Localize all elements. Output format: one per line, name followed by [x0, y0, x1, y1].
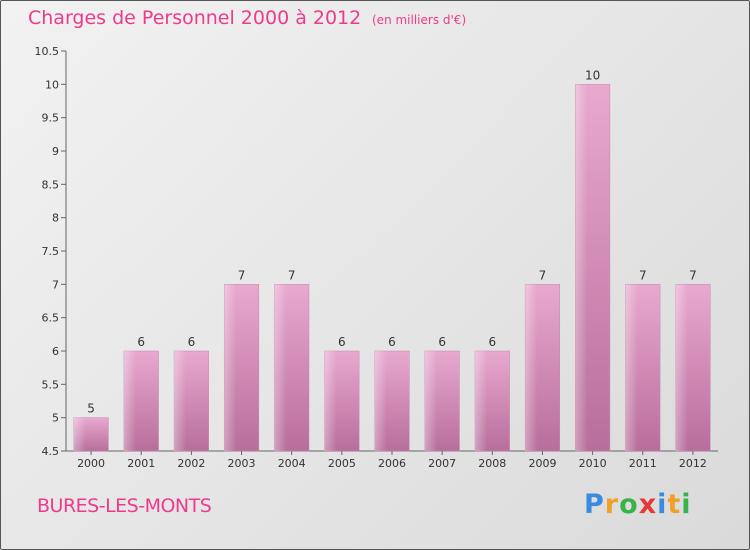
bar-value-label: 6	[388, 335, 396, 349]
bar-highlight	[274, 284, 287, 451]
bar-value-label: 6	[188, 335, 196, 349]
bar-highlight	[374, 351, 387, 451]
commune-name: BURES-LES-MONTS	[37, 495, 212, 517]
bar-highlight	[675, 284, 688, 451]
y-tick-label: 9.5	[42, 112, 60, 125]
bar-value-label: 6	[338, 335, 346, 349]
y-tick-label: 8	[52, 212, 59, 225]
logo-letter: i	[681, 489, 692, 520]
y-tick-label: 9	[52, 145, 59, 158]
y-tick-label: 6	[52, 345, 59, 358]
logo-letter: o	[619, 489, 639, 520]
x-tick-label: 2006	[378, 457, 406, 470]
x-tick-label: 2004	[278, 457, 306, 470]
bar-highlight	[73, 417, 86, 451]
bar-highlight	[525, 284, 538, 451]
bar-value-label: 10	[585, 68, 600, 82]
bar-highlight	[424, 351, 437, 451]
y-tick-label: 4.5	[42, 445, 60, 458]
x-tick-label: 2007	[428, 457, 456, 470]
bar-value-label: 7	[288, 268, 296, 282]
chart-subtitle: (en milliers d'€)	[372, 13, 467, 27]
logo-letter: x	[638, 489, 658, 520]
bar-value-label: 6	[488, 335, 496, 349]
x-tick-label: 2008	[478, 457, 506, 470]
y-tick-label: 5	[52, 412, 59, 425]
bar-highlight	[625, 284, 638, 451]
bar-highlight	[475, 351, 488, 451]
bar-value-label: 6	[438, 335, 446, 349]
x-tick-label: 2003	[228, 457, 256, 470]
bar-highlight	[123, 351, 137, 451]
x-tick-label: 2000	[77, 457, 105, 470]
chart-title: Charges de Personnel 2000 à 2012	[28, 7, 362, 29]
bar-highlight	[174, 351, 187, 451]
y-tick-label: 10	[45, 78, 59, 91]
y-tick-label: 6.5	[42, 312, 60, 325]
bar-value-label: 7	[238, 268, 246, 282]
bar-value-label: 7	[639, 268, 647, 282]
logo-letter: t	[667, 489, 682, 520]
bar-value-label: 7	[539, 268, 547, 282]
y-tick-label: 10.5	[35, 45, 60, 58]
y-tick-label: 8.5	[42, 178, 60, 191]
x-tick-label: 2005	[328, 457, 356, 470]
x-tick-label: 2011	[629, 457, 657, 470]
x-tick-label: 2002	[177, 457, 205, 470]
proxiti-logo[interactable]: Proxiti	[584, 489, 692, 520]
y-tick-label: 7.5	[42, 245, 60, 258]
y-tick-label: 7	[52, 278, 59, 291]
bar-highlight	[224, 284, 237, 451]
x-tick-label: 2001	[127, 457, 155, 470]
y-tick-label: 5.5	[42, 378, 60, 391]
logo-letter: r	[604, 489, 620, 520]
bar-value-label: 5	[87, 402, 95, 416]
x-tick-label: 2012	[679, 457, 707, 470]
x-tick-label: 2010	[579, 457, 607, 470]
x-tick-label: 2009	[528, 457, 556, 470]
bar-highlight	[324, 351, 337, 451]
logo-letter: i	[657, 489, 668, 520]
bar-value-label: 7	[689, 268, 697, 282]
bar-highlight	[575, 84, 588, 451]
bar-value-label: 6	[137, 335, 145, 349]
logo-letter: P	[584, 489, 605, 520]
